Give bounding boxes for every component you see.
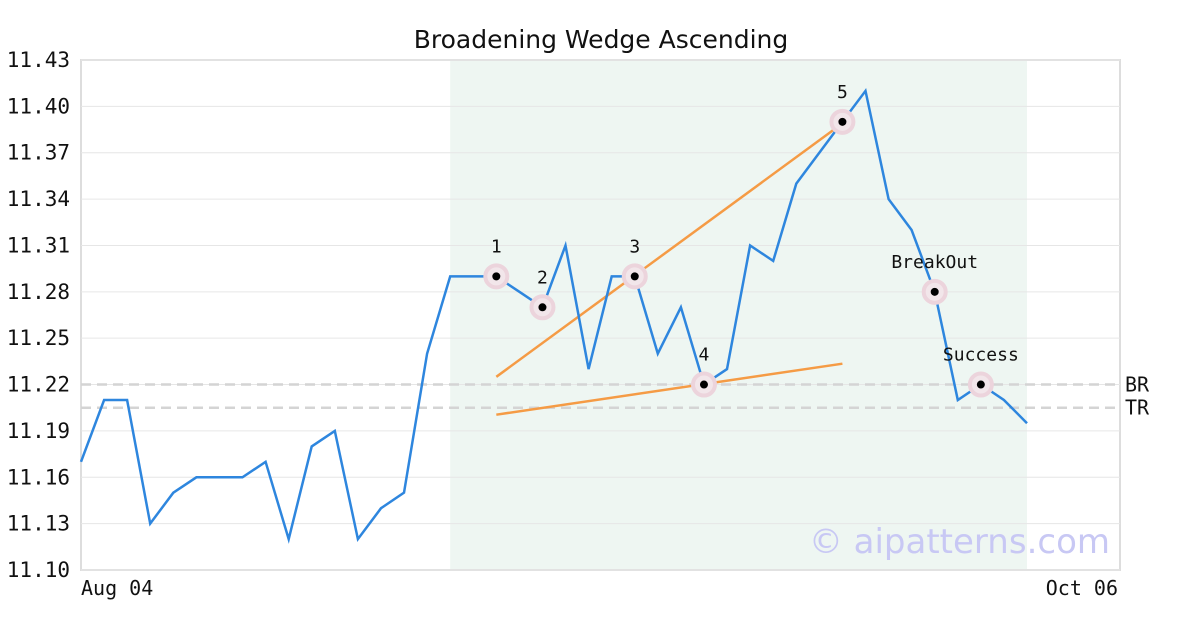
price-series [79, 87, 1028, 544]
x-axis: Aug 04 Oct 06 [81, 576, 1118, 600]
y-tick-label: 11.13 [7, 512, 70, 536]
y-tick-label: 11.10 [7, 558, 70, 582]
point-label: 4 [699, 345, 710, 366]
point-marker [630, 272, 639, 281]
x-tick-label: Oct 06 [1046, 576, 1118, 600]
series-line [79, 87, 1028, 544]
x-tick-label: Aug 04 [81, 576, 153, 600]
point-label: 2 [537, 267, 548, 288]
y-tick-label: 11.37 [7, 141, 70, 165]
y-tick-label: 11.19 [7, 419, 70, 443]
reference-label: TR [1125, 396, 1150, 420]
point-label: 3 [629, 236, 640, 257]
y-tick-label: 11.43 [7, 48, 70, 72]
point-marker [699, 380, 708, 389]
point-marker [492, 272, 501, 281]
trendline [495, 122, 844, 378]
point-label: 1 [491, 236, 502, 257]
gridlines [81, 59, 1120, 571]
y-tick-label: 11.25 [7, 326, 70, 350]
y-tick-label: 11.31 [7, 233, 70, 257]
point-marker [930, 287, 939, 296]
y-tick-label: 11.34 [7, 187, 70, 211]
y-axis: 11.10 11.13 11.16 11.19 11.22 11.25 11.28 11.31… [7, 48, 70, 582]
y-tick-label: 11.22 [7, 373, 70, 397]
point-label: 5 [837, 82, 848, 103]
point-marker [838, 117, 847, 126]
chart-title: Broadening Wedge Ascending [414, 25, 789, 54]
y-tick-label: 11.28 [7, 280, 70, 304]
pattern-points: 1 2 3 4 5 BreakOut Success [483, 82, 1019, 398]
point-marker [976, 380, 985, 389]
reference-label: BR [1125, 373, 1150, 397]
watermark: © aipatterns.com [809, 522, 1110, 562]
trendline [496, 362, 843, 416]
trendlines [495, 122, 844, 416]
y-tick-label: 11.16 [7, 465, 70, 489]
point-label: BreakOut [891, 252, 978, 273]
point-label: Success [943, 345, 1019, 366]
point-marker [538, 303, 547, 312]
y-tick-label: 11.40 [7, 94, 70, 118]
